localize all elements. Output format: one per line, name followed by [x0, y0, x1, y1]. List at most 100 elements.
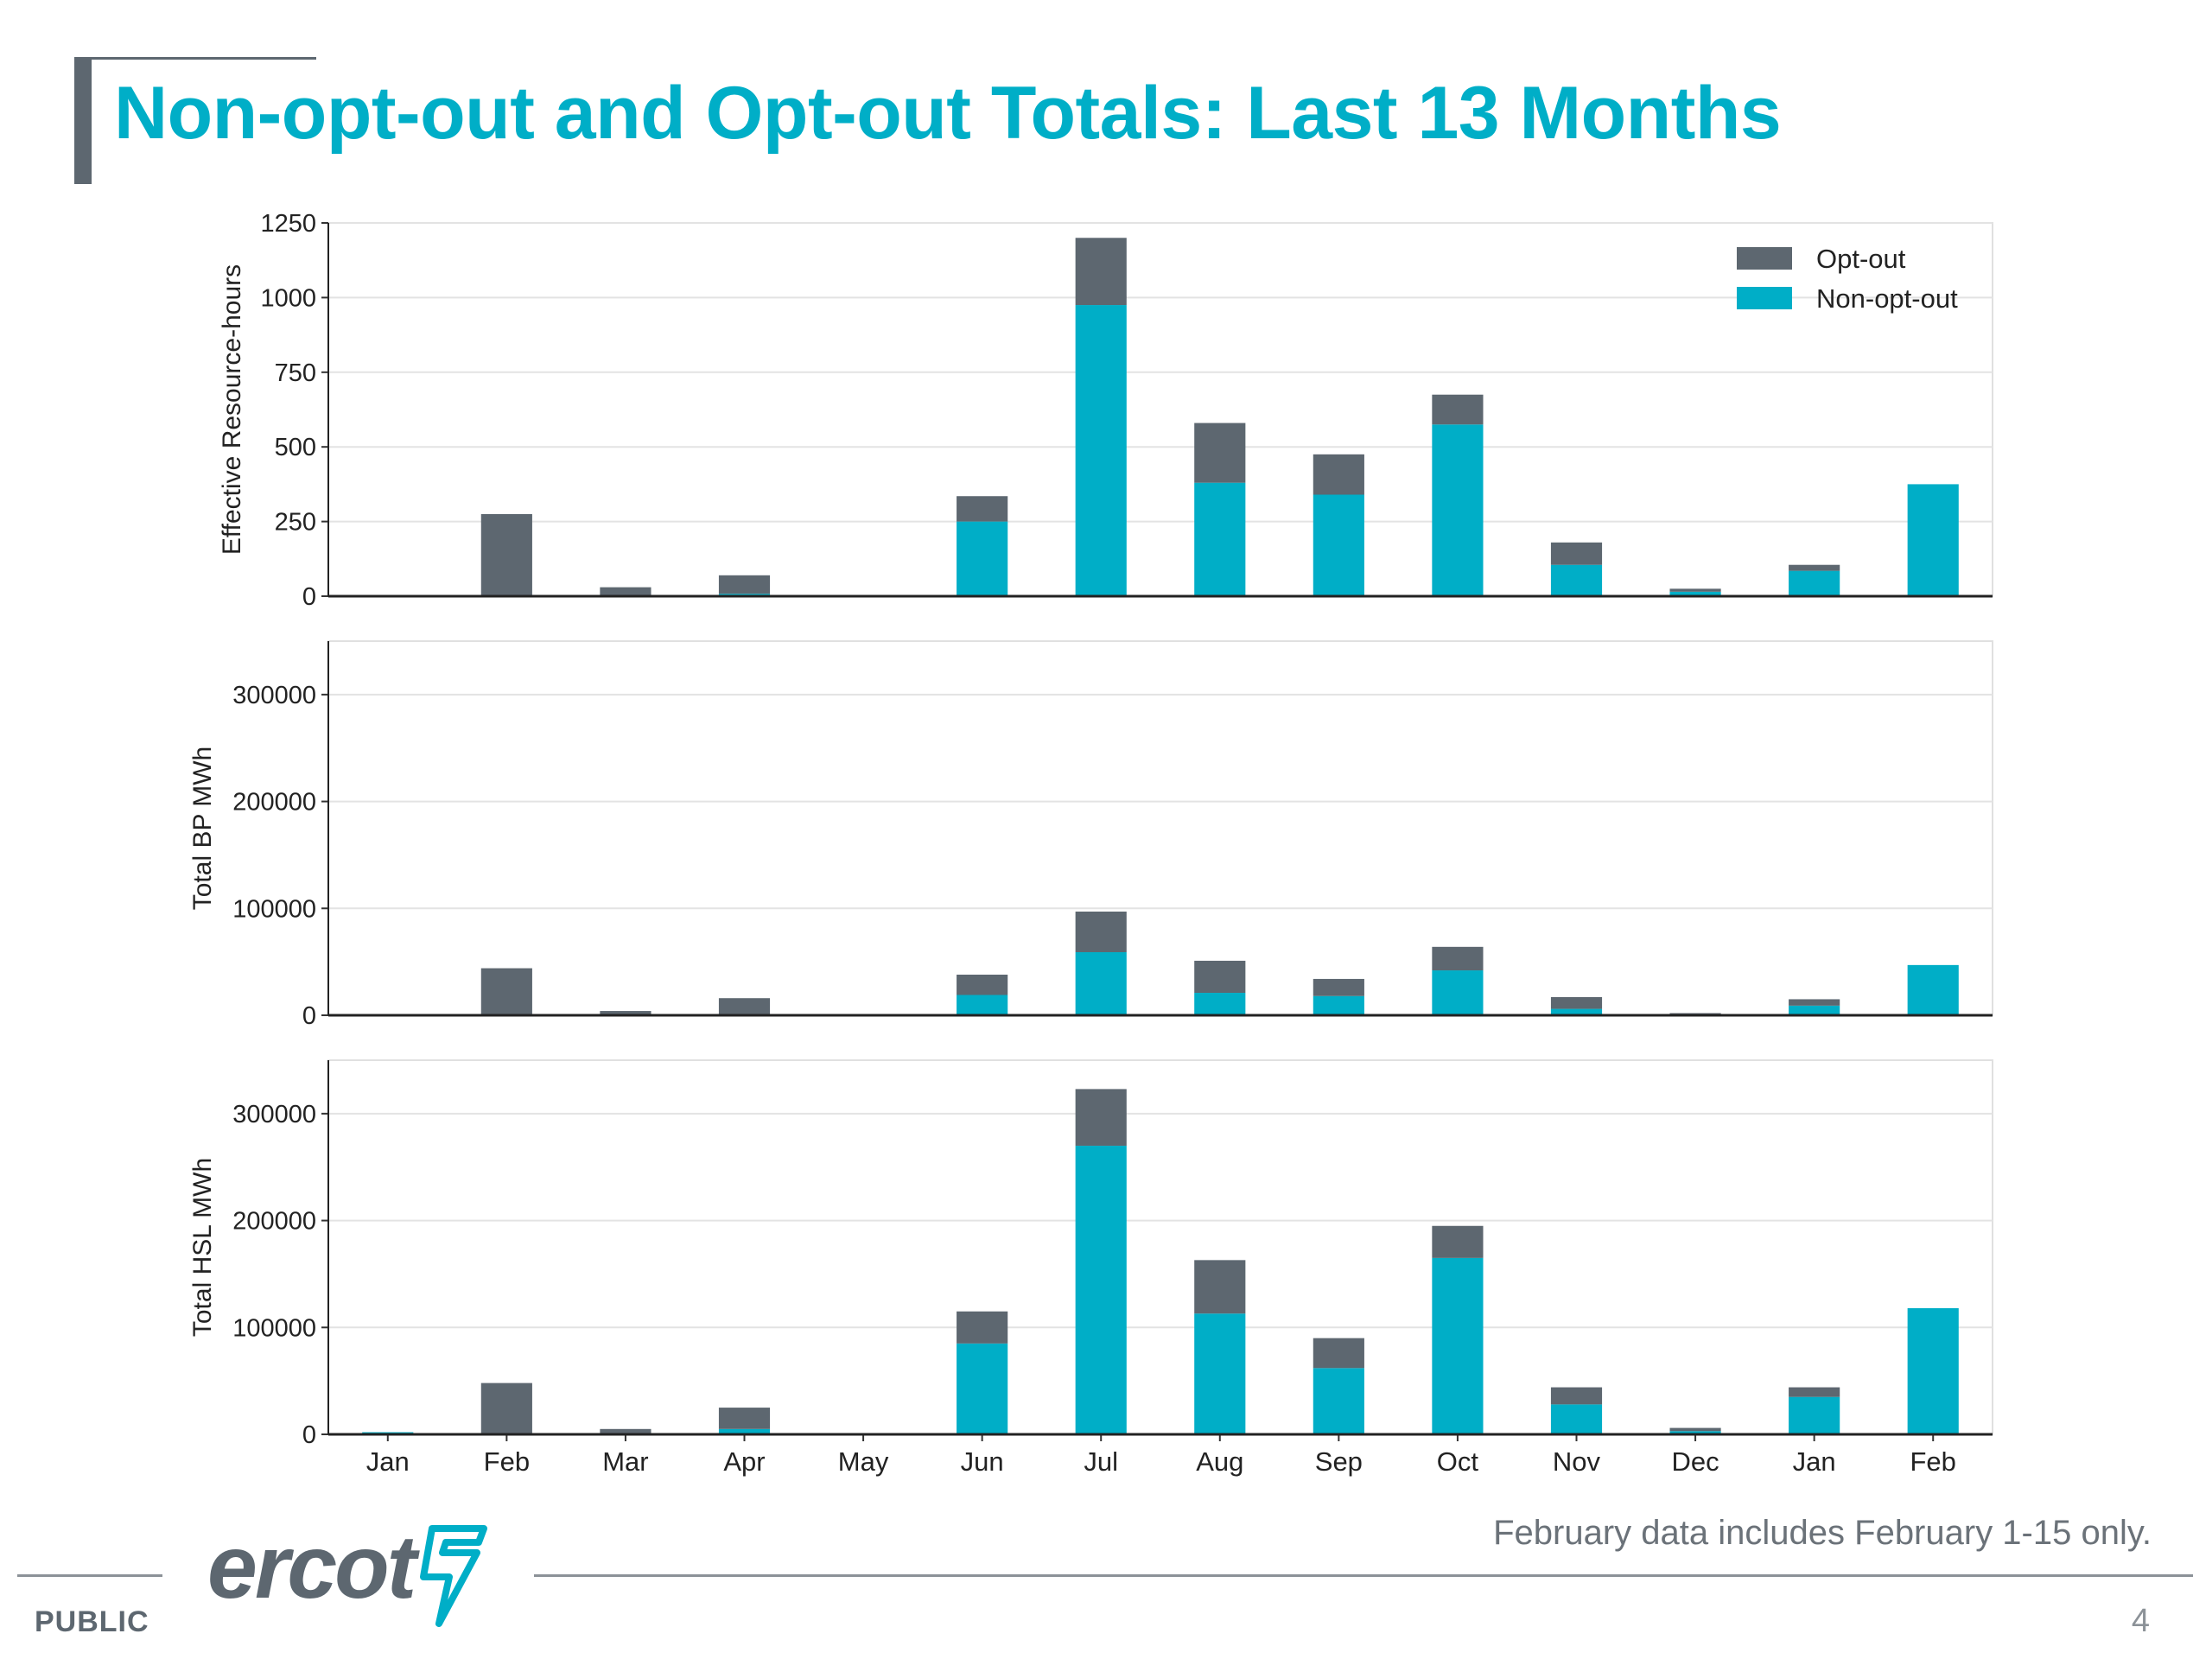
chart-0-bar-opt-out-5 — [957, 496, 1008, 522]
chart-2-bar-non-opt-out-3 — [718, 1428, 771, 1434]
chart-1-ytick-label-1: 100000 — [232, 895, 316, 923]
chart-2-bar-non-opt-out-12 — [1789, 1396, 1840, 1434]
logo-text: ercot — [207, 1517, 416, 1618]
chart-0-bar-opt-out-3 — [718, 575, 771, 594]
slide-title: Non-opt-out and Opt-out Totals: Last 13 … — [114, 72, 1782, 155]
chart-2-xtick-label-6: Jul — [1084, 1446, 1118, 1477]
chart-0-bar-opt-out-8 — [1313, 454, 1364, 495]
chart-1-bar-opt-out-9 — [1432, 946, 1484, 971]
chart-0-bar-opt-out-2 — [600, 587, 652, 596]
chart-2-xtick-label-3: Apr — [723, 1446, 765, 1477]
footer-rule-right — [534, 1574, 2193, 1577]
chart-2-xtick-label-7: Aug — [1196, 1446, 1243, 1477]
chart-0-legend-swatch-1 — [1737, 287, 1792, 309]
chart-0-bar-non-opt-out-11 — [1669, 591, 1721, 596]
chart-2-bar-opt-out-7 — [1194, 1260, 1246, 1314]
chart-1-bar-opt-out-7 — [1194, 960, 1246, 994]
chart-0-ytick-label-1: 250 — [275, 509, 316, 537]
chart-2-bar-opt-out-2 — [600, 1428, 652, 1434]
chart-1-bar-opt-out-3 — [718, 998, 771, 1014]
page-number: 4 — [2131, 1603, 2150, 1639]
chart-0-legend-label-1: Non-opt-out — [1816, 283, 1958, 314]
chart-0-bar-non-opt-out-6 — [1075, 305, 1127, 596]
chart-2-xtick-label-0: Jan — [366, 1446, 410, 1477]
chart-0-frame — [327, 222, 1993, 597]
chart-2-bar-opt-out-9 — [1432, 1225, 1484, 1258]
title-top-rule — [74, 57, 316, 60]
chart-2-xtick-label-10: Nov — [1553, 1446, 1601, 1477]
chart-2-bar-opt-out-11 — [1669, 1427, 1721, 1432]
chart-0-ylabel: Effective Resource-hours — [218, 264, 246, 555]
chart-0-ytick-label-4: 1000 — [260, 284, 316, 312]
chart-2-bar-opt-out-6 — [1075, 1089, 1127, 1146]
chart-2-bar-opt-out-3 — [718, 1408, 771, 1429]
chart-1-bar-non-opt-out-8 — [1313, 995, 1364, 1015]
chart-2-xtick-label-12: Jan — [1793, 1446, 1836, 1477]
chart-1-bar-opt-out-1 — [480, 968, 532, 1015]
chart-2-xtick-label-4: May — [838, 1446, 889, 1477]
chart-2-bar-opt-out-1 — [480, 1382, 532, 1434]
chart-2-bar-non-opt-out-5 — [957, 1343, 1008, 1434]
chart-0-bar-non-opt-out-13 — [1907, 484, 1959, 596]
chart-2-xtick-label-5: Jun — [961, 1446, 1004, 1477]
chart-0-bar-non-opt-out-5 — [957, 521, 1008, 596]
chart-0-ytick-label-3: 750 — [275, 359, 316, 387]
chart-2-xtick-label-9: Oct — [1437, 1446, 1479, 1477]
chart-0-bar-opt-out-12 — [1789, 564, 1840, 571]
chart-2-bar-non-opt-out-8 — [1313, 1368, 1364, 1434]
chart-1-bar-non-opt-out-9 — [1432, 970, 1484, 1015]
chart-2-ytick-label-1: 100000 — [232, 1314, 316, 1342]
chart-2-frame — [327, 1059, 1993, 1435]
chart-2-xtick-label-13: Feb — [1910, 1446, 1956, 1477]
chart-0-bar-opt-out-9 — [1432, 394, 1484, 425]
chart-0-bar-non-opt-out-10 — [1550, 564, 1603, 596]
chart-1-bar-non-opt-out-12 — [1789, 1005, 1840, 1015]
chart-1-bar-non-opt-out-10 — [1550, 1008, 1603, 1015]
chart-1-ytick-label-3: 300000 — [232, 682, 316, 709]
chart-0-ytick-label-0: 0 — [302, 583, 316, 611]
chart-2-xtick-label-8: Sep — [1315, 1446, 1363, 1477]
chart-2-xtick-label-2: Mar — [602, 1446, 648, 1477]
chart-0-bar-opt-out-10 — [1550, 542, 1603, 565]
chart-2-ytick-label-2: 200000 — [232, 1208, 316, 1236]
chart-1-bar-non-opt-out-6 — [1075, 952, 1127, 1015]
chart-0-bar-opt-out-6 — [1075, 238, 1127, 306]
chart-0-bar-opt-out-1 — [480, 513, 532, 596]
chart-1-bar-opt-out-12 — [1789, 999, 1840, 1006]
chart-2-ytick-label-0: 0 — [302, 1421, 316, 1449]
chart-1-bar-non-opt-out-5 — [957, 995, 1008, 1015]
chart-1-bar-non-opt-out-13 — [1907, 964, 1959, 1015]
chart-1-bar-opt-out-5 — [957, 974, 1008, 995]
chart-2-ylabel: Total HSL MWh — [188, 1158, 217, 1337]
chart-2-ytick-label-3: 300000 — [232, 1101, 316, 1128]
chart-2-bar-opt-out-8 — [1313, 1338, 1364, 1369]
chart-2-xtick-label-1: Feb — [484, 1446, 530, 1477]
ercot-logo: ercot — [207, 1516, 493, 1629]
chart-1-bar-opt-out-6 — [1075, 911, 1127, 953]
chart-1-bar-opt-out-10 — [1550, 996, 1603, 1009]
chart-2-bar-non-opt-out-13 — [1907, 1308, 1959, 1434]
chart-1-bar-non-opt-out-7 — [1194, 993, 1246, 1015]
chart-2-bar-opt-out-12 — [1789, 1387, 1840, 1397]
chart-1-frame — [327, 640, 1993, 1016]
chart-2-bar-non-opt-out-7 — [1194, 1313, 1246, 1434]
chart-0-ytick-label-5: 1250 — [260, 210, 316, 238]
chart-0-ytick-label-2: 500 — [275, 434, 316, 461]
chart-2-bar-non-opt-out-10 — [1550, 1404, 1603, 1434]
chart-0-bar-non-opt-out-8 — [1313, 494, 1364, 596]
chart-1-bar-opt-out-8 — [1313, 978, 1364, 996]
chart-1-ytick-label-0: 0 — [302, 1002, 316, 1030]
chart-1-bar-opt-out-2 — [600, 1011, 652, 1015]
chart-0-bar-opt-out-11 — [1669, 588, 1721, 592]
chart-2-bar-opt-out-5 — [957, 1311, 1008, 1344]
chart-0-bar-non-opt-out-9 — [1432, 424, 1484, 596]
chart-0-legend-swatch-0 — [1737, 247, 1792, 270]
chart-0-legend-label-0: Opt-out — [1816, 244, 1906, 274]
chart-2-xtick-label-11: Dec — [1672, 1446, 1719, 1477]
chart-1-ytick-label-2: 200000 — [232, 789, 316, 817]
footnote: February data includes February 1-15 onl… — [1493, 1514, 2152, 1552]
logo-bolt-icon — [420, 1525, 487, 1627]
chart-0-bar-non-opt-out-12 — [1789, 570, 1840, 596]
chart-2-bar-non-opt-out-6 — [1075, 1145, 1127, 1434]
